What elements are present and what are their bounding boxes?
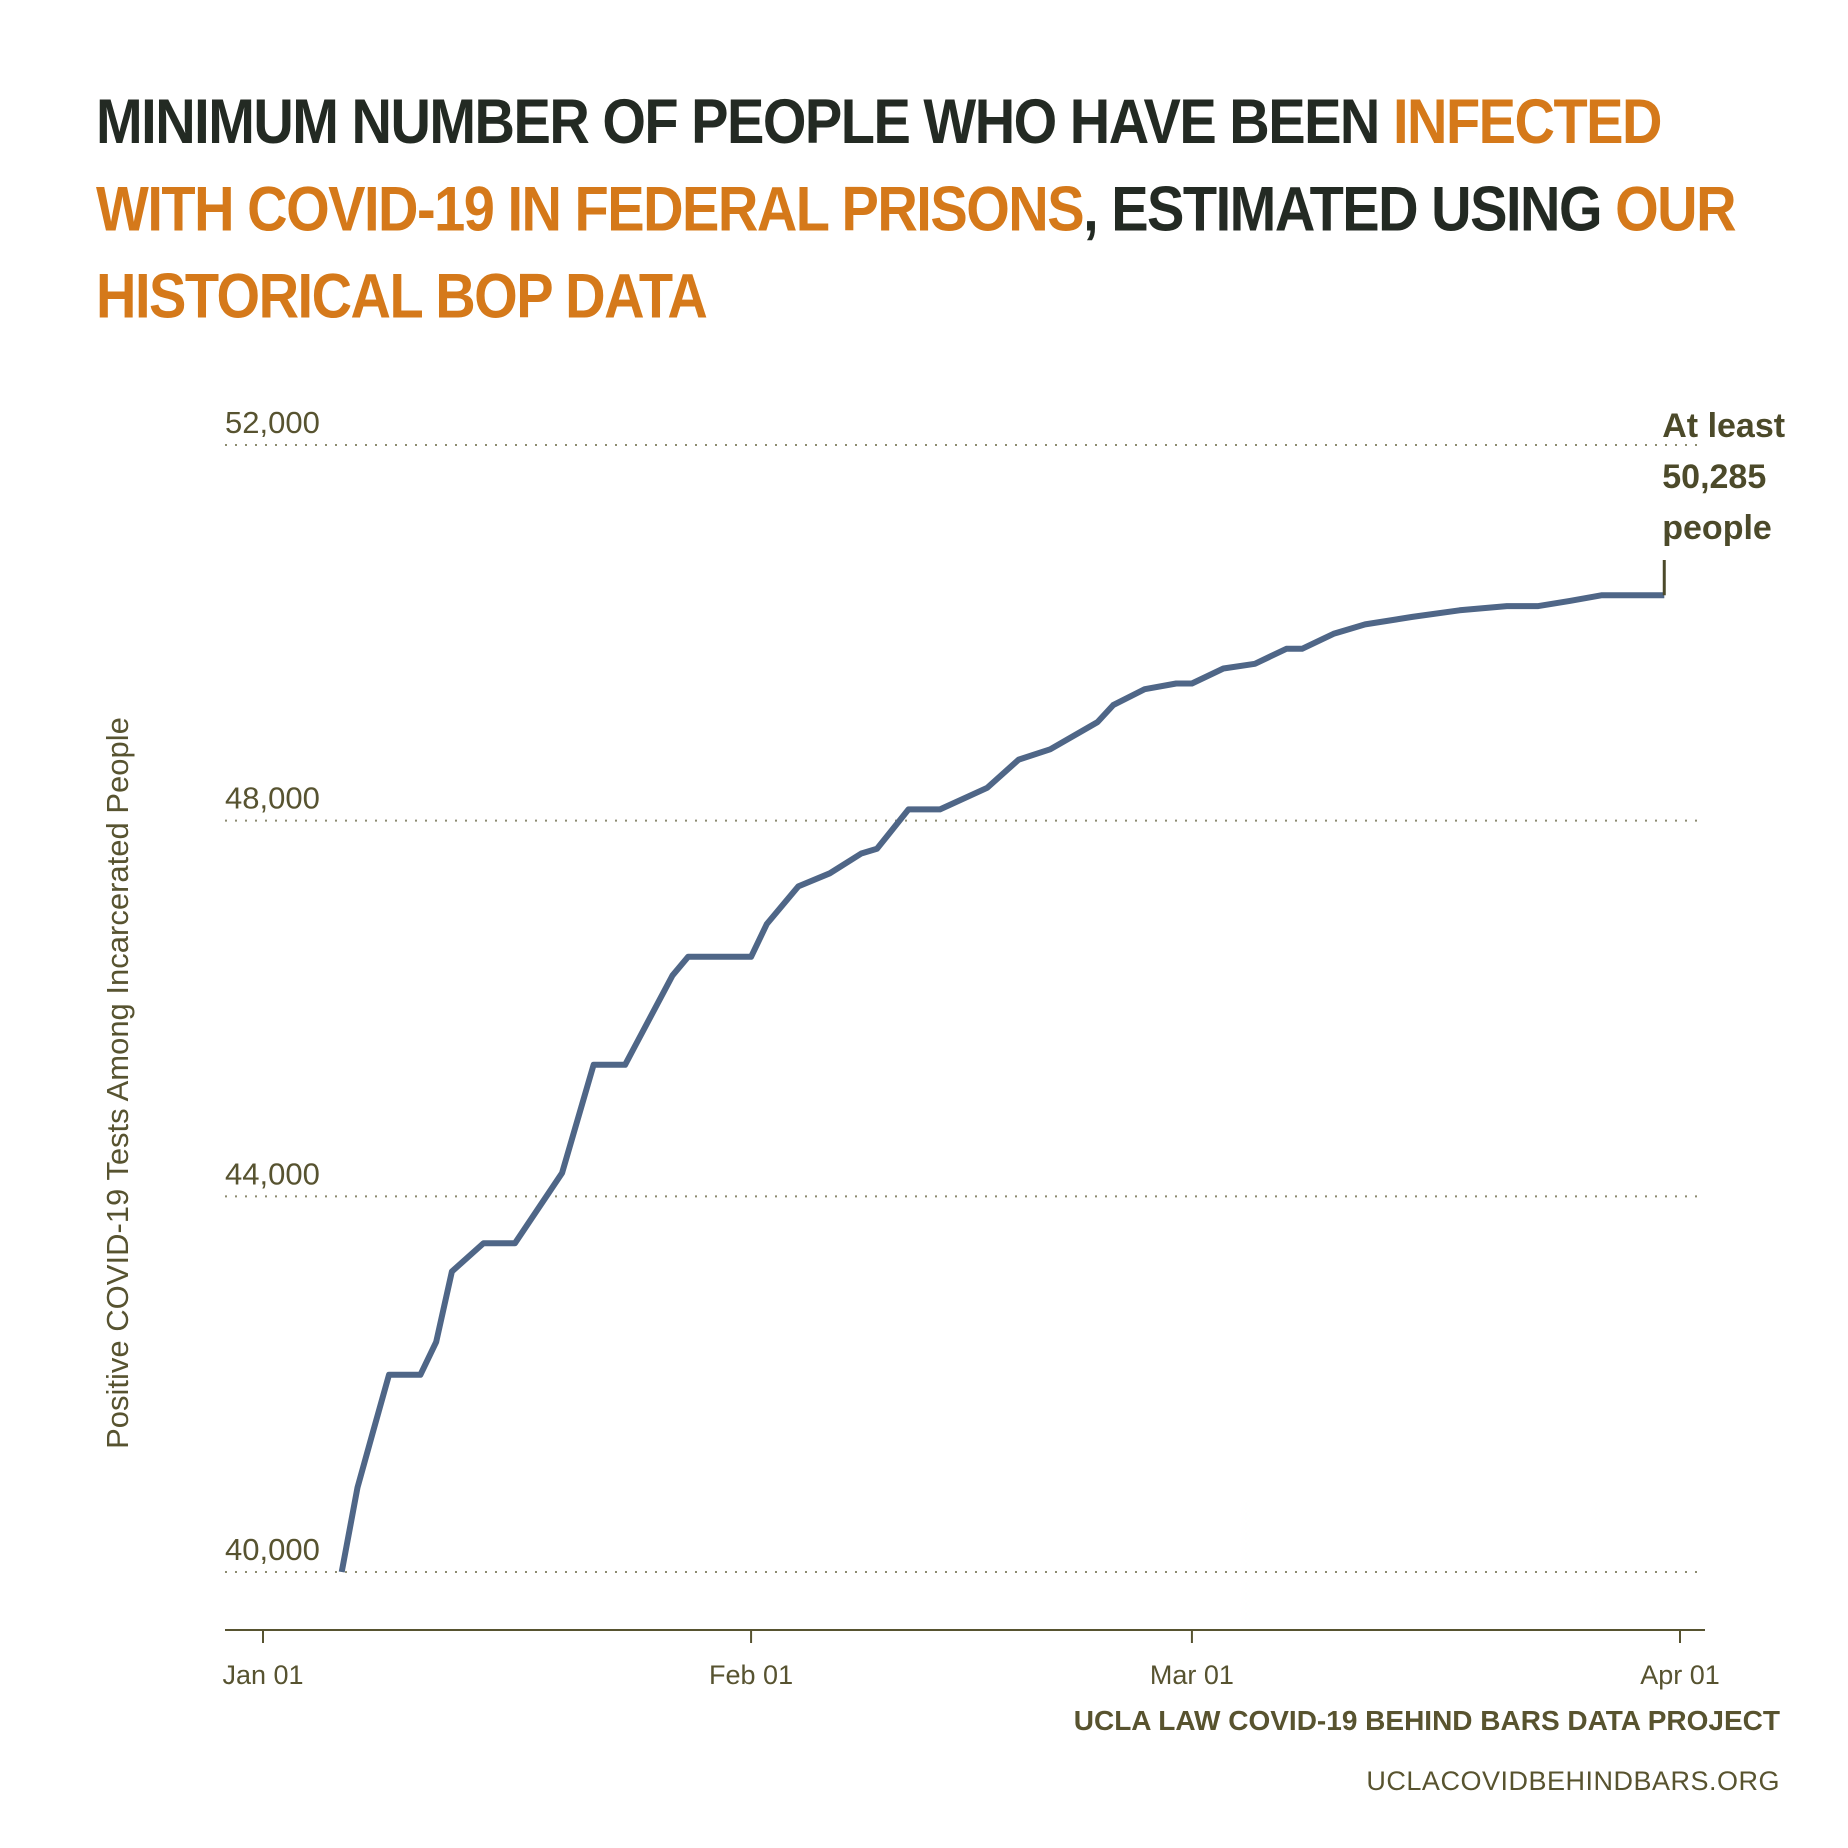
annotation-line: 50,285 xyxy=(1662,458,1766,496)
series-line xyxy=(338,592,1665,1573)
y-tick-label: 40,000 xyxy=(225,1532,320,1567)
x-axis-ticks: Jan 01 Feb 01 Mar 01 Apr 01 xyxy=(222,1630,1720,1690)
gridlines xyxy=(225,444,1705,1573)
title-segment: MINIMUM NUMBER OF PEOPLE WHO HAVE BEEN xyxy=(96,85,1393,157)
title-segment: , ESTIMATED USING xyxy=(1083,173,1616,244)
y-axis-ticks: 40,000 44,000 48,000 52,000 xyxy=(225,405,320,1567)
annotation-line: At least xyxy=(1662,407,1785,445)
y-tick-label: 52,000 xyxy=(225,405,320,440)
x-tick-label: Feb 01 xyxy=(709,1660,793,1690)
source-website: UCLACOVIDBEHINDBARS.ORG xyxy=(1366,1766,1780,1796)
title-segment: INFECTED WITH COVID-19 IN FEDERAL PRISON… xyxy=(96,85,1662,244)
x-tick-label: Mar 01 xyxy=(1150,1660,1234,1690)
annotation-line: people xyxy=(1662,509,1772,547)
y-tick-label: 44,000 xyxy=(225,1156,320,1191)
chart-title: MINIMUM NUMBER OF PEOPLE WHO HAVE BEEN I… xyxy=(96,78,1776,340)
x-tick-label: Jan 01 xyxy=(222,1660,303,1690)
title-segment: OUR HISTORICAL BOP DATA xyxy=(96,173,1737,332)
annotation-label: At least 50,285 people xyxy=(1662,407,1785,547)
x-tick-label: Apr 01 xyxy=(1640,1660,1720,1690)
y-axis-label: Positive COVID-19 Tests Among Incarcerat… xyxy=(100,717,135,1449)
y-tick-label: 48,000 xyxy=(225,781,320,816)
source-credit: UCLA LAW COVID-19 BEHIND BARS DATA PROJE… xyxy=(1073,1705,1780,1736)
